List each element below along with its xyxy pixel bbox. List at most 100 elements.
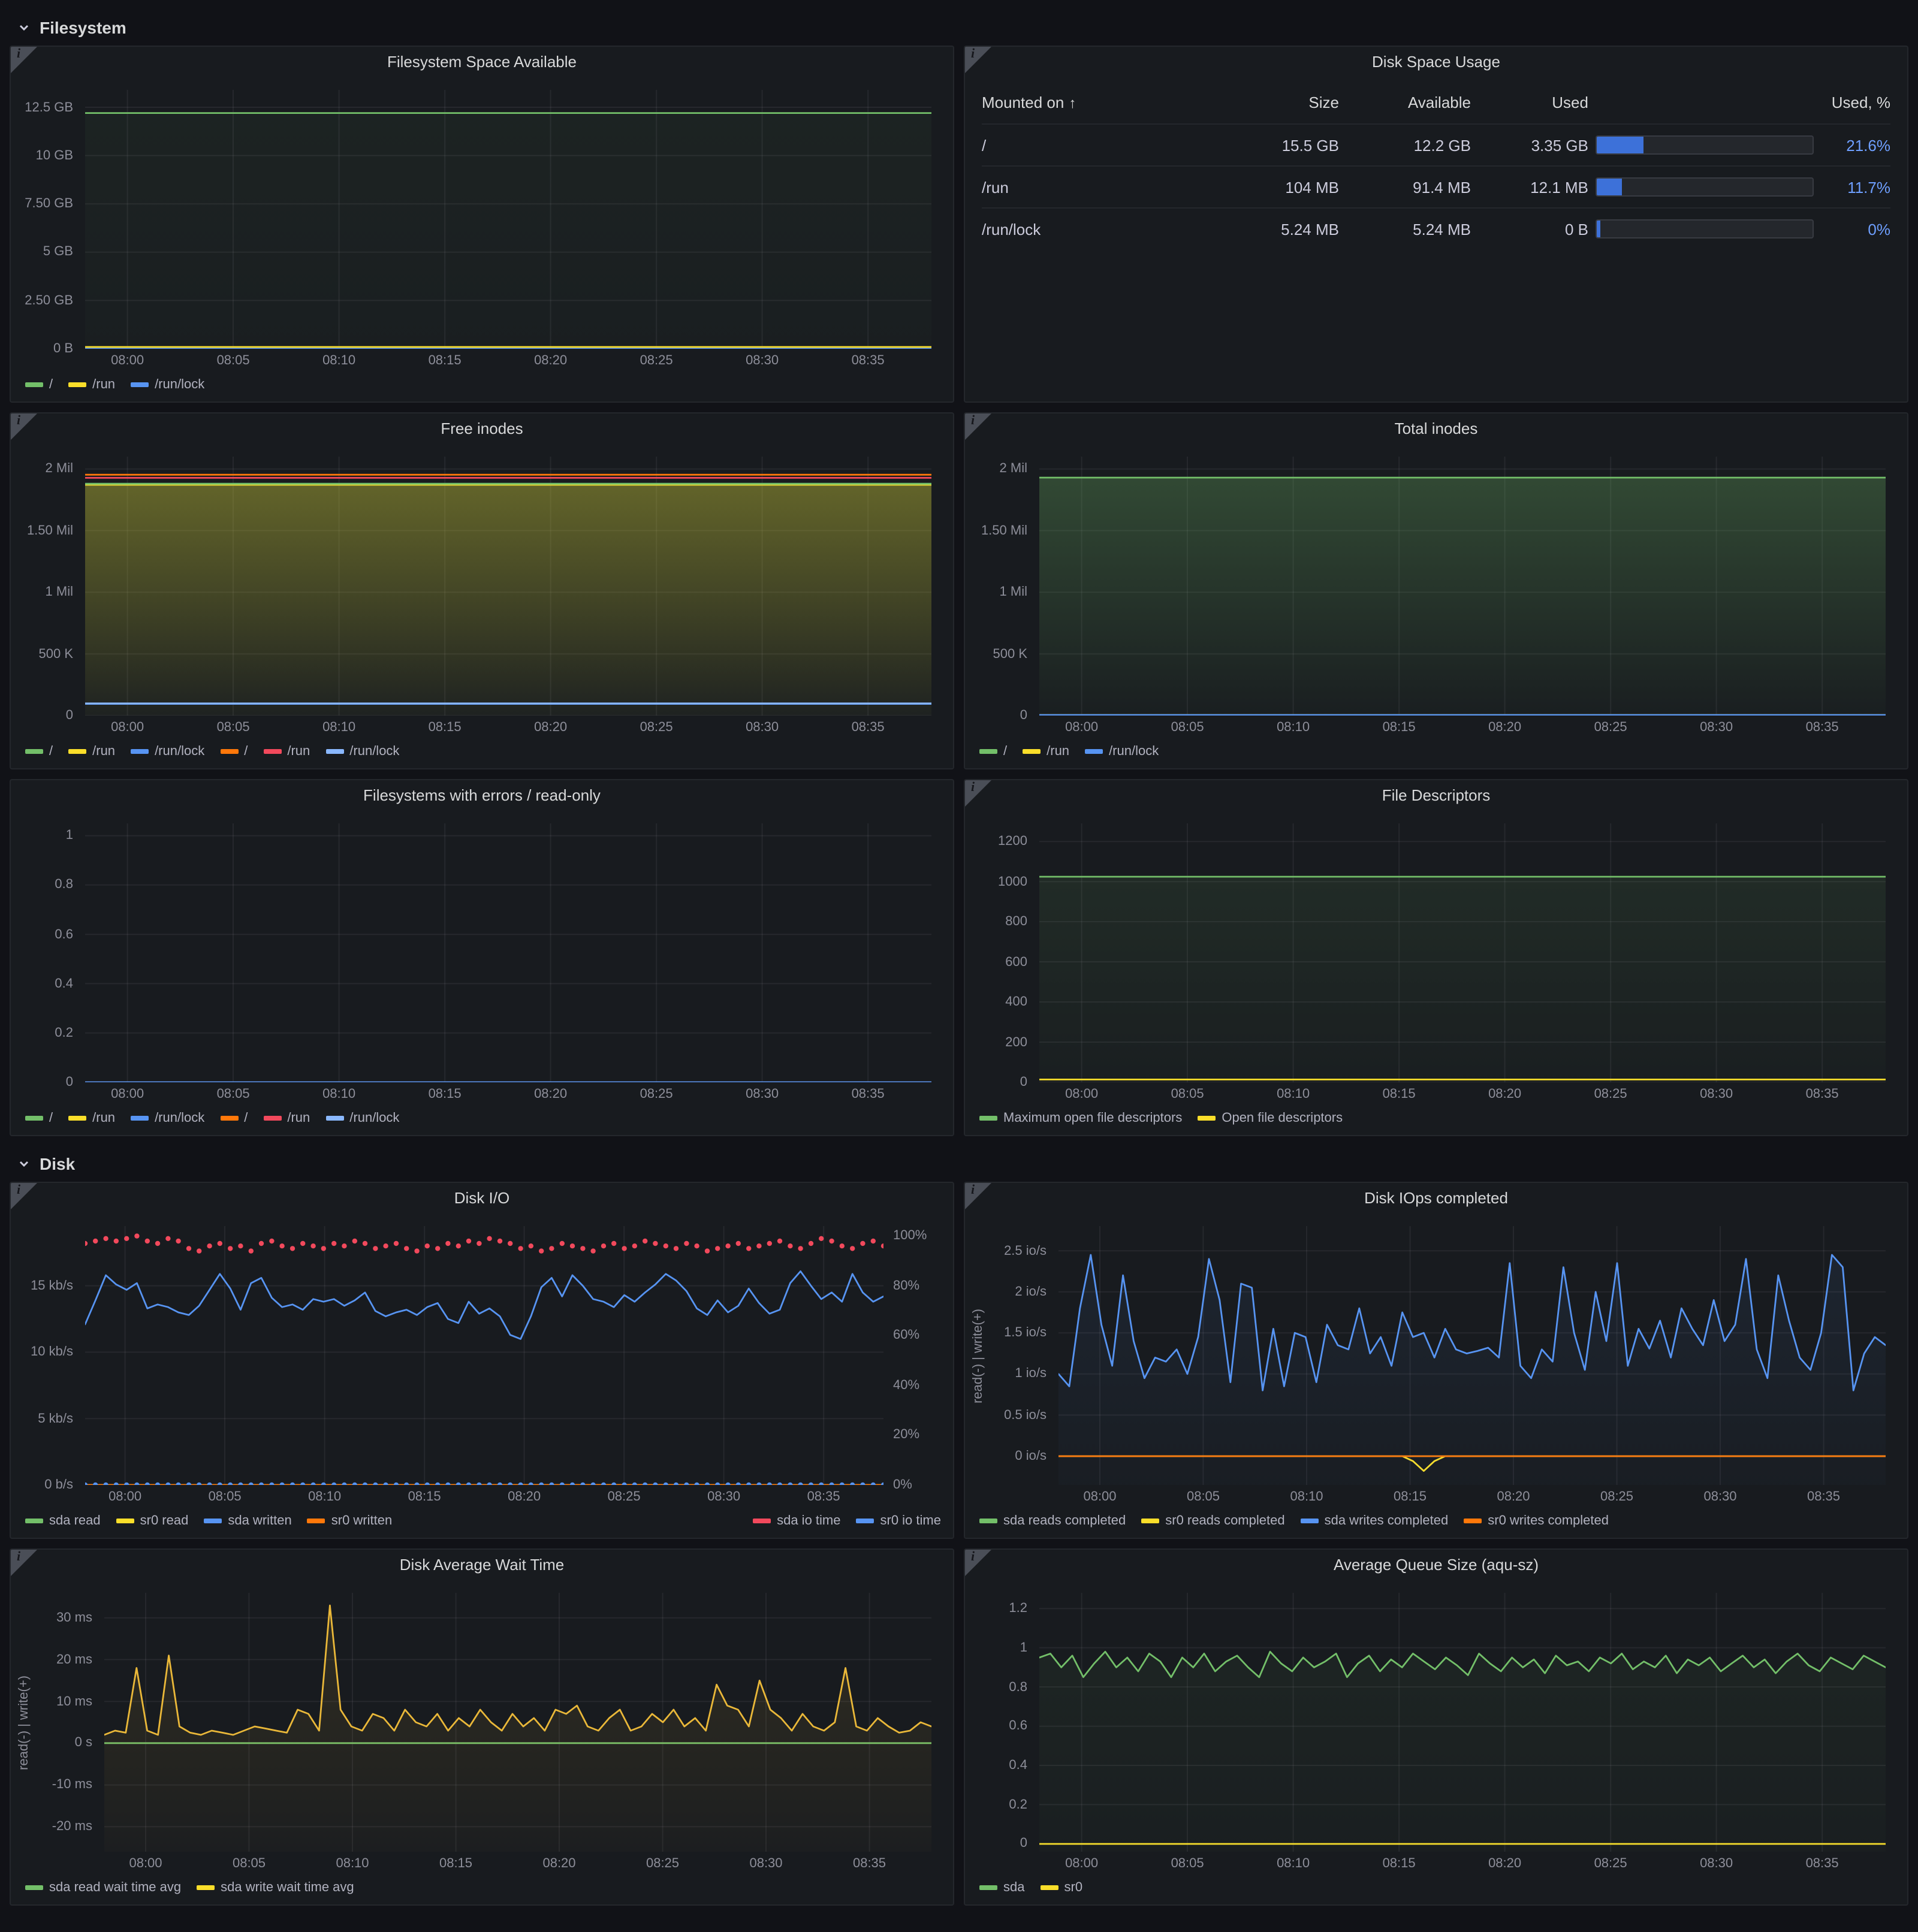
legend-item[interactable]: sr0 io time (856, 1513, 941, 1528)
legend-item[interactable]: / (220, 744, 248, 758)
panel-title[interactable]: Free inodes (441, 419, 523, 437)
legend-item[interactable]: /run (263, 1110, 310, 1125)
legend-item[interactable]: / (979, 744, 1007, 758)
legend-item[interactable]: sr0 written (307, 1513, 392, 1528)
legend-item[interactable]: / (25, 744, 53, 758)
table-body: / 15.5 GB 12.2 GB 3.35 GB 21.6% /run 104 MB 91.… (982, 123, 1890, 249)
legend-item[interactable]: /run/lock (1085, 744, 1159, 758)
legend-item[interactable]: sr0 read (116, 1513, 188, 1528)
panel-title[interactable]: Disk Space Usage (1372, 53, 1500, 71)
legend-item[interactable]: sda (979, 1880, 1025, 1894)
x-tick-label: 08:30 (749, 1856, 783, 1871)
timeseries-plot[interactable] (85, 814, 931, 1082)
y-tick-label: 0.6 (55, 927, 73, 942)
panel-title[interactable]: Filesystems with errors / read-only (363, 786, 601, 804)
panel-title[interactable]: Average Queue Size (aqu-sz) (1333, 1556, 1539, 1574)
panel-title[interactable]: Disk Average Wait Time (399, 1556, 565, 1574)
x-tick-label: 08:15 (428, 1087, 462, 1101)
legend-item[interactable]: /run/lock (131, 377, 204, 391)
legend-item[interactable]: sda io time (753, 1513, 841, 1528)
legend-item[interactable]: sda read wait time avg (25, 1880, 181, 1894)
legend-series-swatch (1085, 748, 1103, 753)
legend-item[interactable]: Open file descriptors (1198, 1110, 1343, 1125)
timeseries-plot[interactable] (104, 1583, 931, 1852)
y-tick-label: 0.5 io/s (1004, 1408, 1047, 1423)
panel-info-icon[interactable]: i (965, 47, 991, 73)
x-tick-label: 08:00 (111, 1087, 144, 1101)
x-tick-label: 08:25 (1594, 1087, 1627, 1101)
panel-title[interactable]: Total inodes (1394, 419, 1478, 437)
panel-title[interactable]: Filesystem Space Available (387, 53, 577, 71)
legend-item[interactable]: sda writes completed (1300, 1513, 1448, 1528)
panel-info-icon[interactable]: i (965, 413, 991, 440)
column-header-used-percent[interactable]: Used, % (1831, 93, 1890, 111)
legend-item[interactable]: / (25, 1110, 53, 1125)
x-tick-label: 08:10 (322, 1087, 356, 1101)
legend-item[interactable]: /run/lock (131, 744, 204, 758)
legend-item[interactable]: / (25, 377, 53, 391)
legend-item[interactable]: /run (263, 744, 310, 758)
y-tick-label: 0 s (74, 1735, 92, 1750)
timeseries-plot[interactable] (1058, 1216, 1886, 1485)
y-tick-label: 10 kb/s (31, 1345, 73, 1360)
x-tick-label: 08:35 (807, 1490, 840, 1504)
panel-info-icon[interactable]: i (11, 413, 37, 440)
panel-info-icon[interactable]: i (11, 1550, 37, 1576)
legend-label: / (49, 377, 53, 391)
row-header-filesystem[interactable]: Filesystem (10, 10, 1908, 46)
legend-item[interactable]: Maximum open file descriptors (979, 1110, 1182, 1125)
chart-average-queue-size: 1.2 1 0.8 0.6 0.4 0.2 0 08:00 08:05 08:10 08:15 08:… (972, 1583, 1895, 1876)
column-header-size[interactable]: Size (1308, 93, 1339, 111)
timeseries-plot[interactable] (1039, 1583, 1886, 1852)
timeseries-plot[interactable] (85, 80, 931, 349)
legend-label: sda (1003, 1880, 1025, 1894)
panel-info-icon[interactable]: i (965, 780, 991, 807)
timeseries-plot[interactable] (1039, 447, 1886, 716)
row-header-disk[interactable]: Disk (10, 1146, 1908, 1182)
legend-item[interactable]: sda written (204, 1513, 292, 1528)
y-tick-label: 2 Mil (45, 461, 73, 476)
x-tick-label: 08:00 (1065, 720, 1099, 735)
legend-item[interactable]: sda read (25, 1513, 101, 1528)
panel-info-icon[interactable]: i (11, 1183, 37, 1209)
x-tick-label: 08:25 (640, 354, 673, 368)
legend-item[interactable]: /run/lock (131, 1110, 204, 1125)
chart-total-inodes: 2 Mil 1.50 Mil 1 Mil 500 K 0 08:00 08:05 08:10 0… (972, 447, 1895, 739)
legend-item[interactable]: sr0 (1040, 1880, 1082, 1894)
panel-title[interactable]: File Descriptors (1382, 786, 1491, 804)
legend-label: /run/lock (349, 1110, 400, 1125)
legend-item[interactable]: sr0 reads completed (1141, 1513, 1285, 1528)
legend-item[interactable]: /run/lock (325, 744, 399, 758)
legend-item[interactable]: /run (68, 744, 115, 758)
panel-info-icon[interactable]: i (965, 1183, 991, 1209)
legend: sda sr0 (965, 1876, 1907, 1904)
panel-title[interactable]: Disk IOps completed (1364, 1189, 1508, 1207)
panel-info-icon[interactable]: i (965, 1550, 991, 1576)
column-header-available[interactable]: Available (1407, 93, 1471, 111)
y-tick-label: 0 (65, 1075, 73, 1089)
legend-label: /run (92, 1110, 116, 1125)
legend-item[interactable]: sr0 writes completed (1464, 1513, 1609, 1528)
timeseries-plot[interactable] (85, 1216, 883, 1485)
x-tick-label: 08:20 (534, 720, 568, 735)
legend-item[interactable]: /run/lock (325, 1110, 399, 1125)
legend-item[interactable]: /run (68, 377, 115, 391)
column-header-used[interactable]: Used (1552, 93, 1588, 111)
legend-item[interactable]: sda write wait time avg (197, 1880, 354, 1894)
legend-item[interactable]: / (220, 1110, 248, 1125)
panel-title[interactable]: Disk I/O (454, 1189, 510, 1207)
legend-item[interactable]: /run (68, 1110, 115, 1125)
y-tick-label: 30 ms (56, 1610, 92, 1625)
legend-item[interactable]: /run (1023, 744, 1069, 758)
legend-label: Open file descriptors (1222, 1110, 1343, 1125)
timeseries-plot[interactable] (85, 447, 931, 716)
x-tick-label: 08:15 (1393, 1490, 1427, 1504)
timeseries-plot[interactable] (1039, 814, 1886, 1082)
used-percent-bar-fill (1597, 179, 1623, 195)
legend-series-swatch (263, 748, 282, 753)
column-header-mounted-on[interactable]: Mounted on ↑ (982, 93, 1076, 111)
panel-info-icon[interactable]: i (11, 47, 37, 73)
y-tick-label: 500 K (38, 647, 74, 662)
legend-item[interactable]: sda reads completed (979, 1513, 1126, 1528)
legend-label: sda write wait time avg (221, 1880, 354, 1894)
